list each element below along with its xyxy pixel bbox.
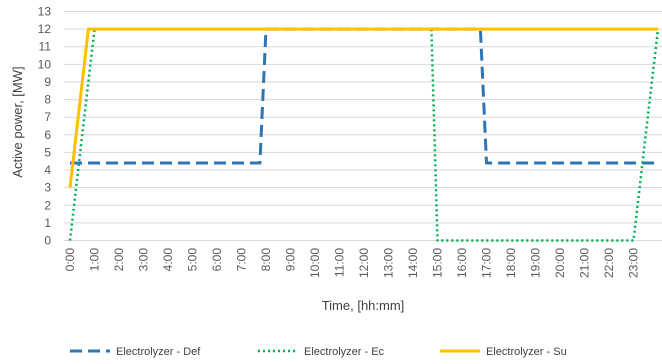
y-tick-label: 2 [44,198,51,212]
x-tick-label: 20:00 [553,248,567,278]
x-tick-label: 19:00 [529,248,543,278]
legend: Electrolyzer - Def Electrolyzer - Ec Elect… [70,346,567,358]
x-tick-label: 15:00 [431,248,445,278]
x-tick-label: 13:00 [382,248,396,278]
x-tick-label: 23:00 [627,248,641,278]
x-tick-label: 3:00 [137,248,151,272]
y-tick-label: 10 [38,57,52,71]
x-tick-labels: 0:00 1:00 2:00 3:00 4:00 5:00 6:00 7:00 8:00 9:00… [63,248,641,278]
y-tick-label: 7 [44,110,51,124]
y-tick-label: 9 [44,75,51,89]
x-tick-label: 9:00 [284,248,298,272]
x-tick-label: 12:00 [357,248,371,278]
y-tick-label: 3 [44,181,51,195]
x-axis-title: Time, [hh:mm] [322,298,405,313]
legend-label-3: Electrolyzer - Su [486,346,567,358]
y-tick-label: 8 [44,93,51,107]
series-line-2 [68,27,660,242]
x-tick-label: 7:00 [235,248,249,272]
x-tick-label: 0:00 [63,248,77,272]
series-lines [68,27,660,242]
legend-label-2: Electrolyzer - Ec [304,346,385,358]
legend-label-1: Electrolyzer - Def [116,346,201,358]
series-line-3 [68,27,658,188]
x-tick-label: 2:00 [112,248,126,272]
x-tick-label: 11:00 [333,248,347,277]
y-tick-label: 4 [44,163,51,177]
y-tick-label: 13 [38,5,52,19]
x-tick-label: 17:00 [480,248,494,278]
x-tick-label: 16:00 [455,248,469,278]
x-tick-label: 8:00 [259,248,273,272]
x-tick-label: 21:00 [578,248,592,278]
y-axis-title: Active power, [MW] [10,66,25,177]
x-tick-label: 22:00 [602,248,616,278]
y-tick-label: 12 [38,22,52,36]
x-tick-label: 10:00 [308,248,322,278]
x-tick-label: 4:00 [161,248,175,272]
series-line-1 [70,27,658,165]
grid-lines [64,11,662,241]
y-tick-label: 11 [39,40,52,54]
x-tick-label: 1:00 [88,248,102,272]
x-tick-label: 18:00 [504,248,518,278]
x-tick-label: 5:00 [186,248,200,272]
x-tick-label: 6:00 [210,248,224,272]
y-tick-label: 5 [44,145,51,159]
y-tick-label: 0 [44,234,51,248]
y-tick-label: 1 [44,216,51,230]
y-tick-label: 6 [44,128,51,142]
x-tick-label: 14:00 [406,248,420,278]
